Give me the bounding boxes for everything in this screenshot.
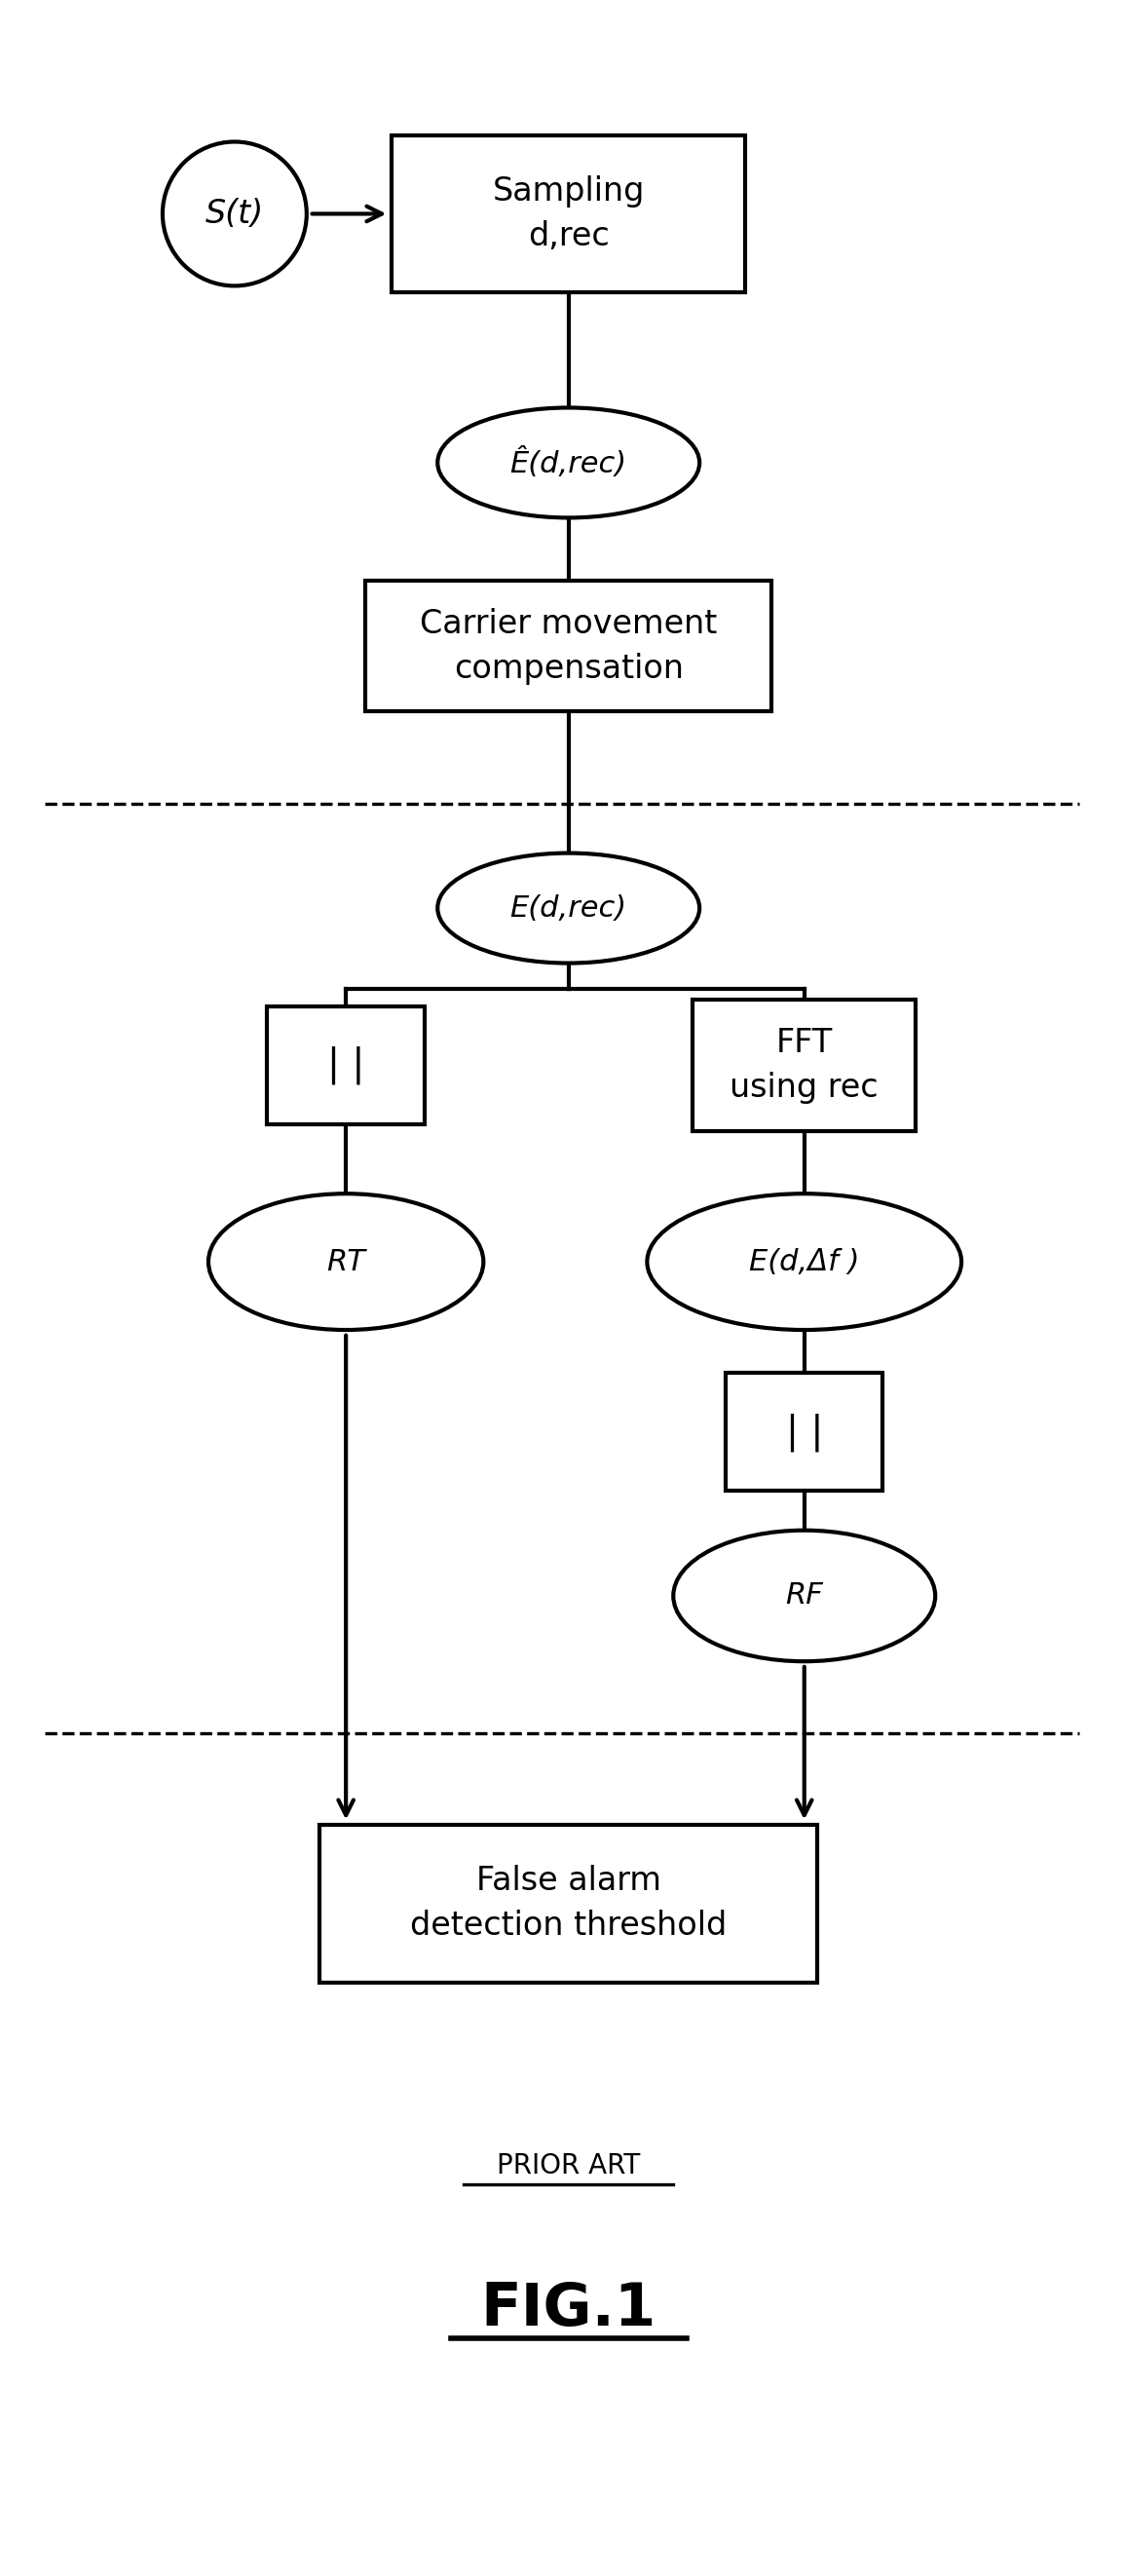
Text: E(d,rec): E(d,rec) <box>510 894 627 922</box>
Text: RF: RF <box>786 1582 823 1610</box>
Text: Ê(d,rec): Ê(d,rec) <box>510 448 627 479</box>
Text: | |: | | <box>327 1046 364 1084</box>
Bar <box>726 1373 882 1492</box>
Text: E(d,Δf ): E(d,Δf ) <box>749 1247 860 1275</box>
Ellipse shape <box>208 1193 483 1329</box>
Text: RT: RT <box>326 1247 365 1275</box>
Text: False alarm
detection threshold: False alarm detection threshold <box>410 1865 727 1942</box>
Ellipse shape <box>437 853 699 963</box>
Text: Sampling
d,rec: Sampling d,rec <box>492 175 645 252</box>
Bar <box>365 580 771 711</box>
Text: FIG.1: FIG.1 <box>481 2282 656 2339</box>
Bar <box>392 134 745 294</box>
Bar <box>268 1007 425 1123</box>
Text: FFT
using rec: FFT using rec <box>729 1028 879 1103</box>
Ellipse shape <box>647 1193 961 1329</box>
Ellipse shape <box>673 1530 935 1662</box>
Ellipse shape <box>163 142 307 286</box>
Ellipse shape <box>437 407 699 518</box>
Bar <box>694 999 916 1131</box>
Text: PRIOR ART: PRIOR ART <box>497 2151 641 2179</box>
Bar <box>319 1826 817 1984</box>
Text: Carrier movement
compensation: Carrier movement compensation <box>420 608 717 685</box>
Text: | |: | | <box>786 1412 823 1450</box>
Text: S(t): S(t) <box>206 198 264 229</box>
